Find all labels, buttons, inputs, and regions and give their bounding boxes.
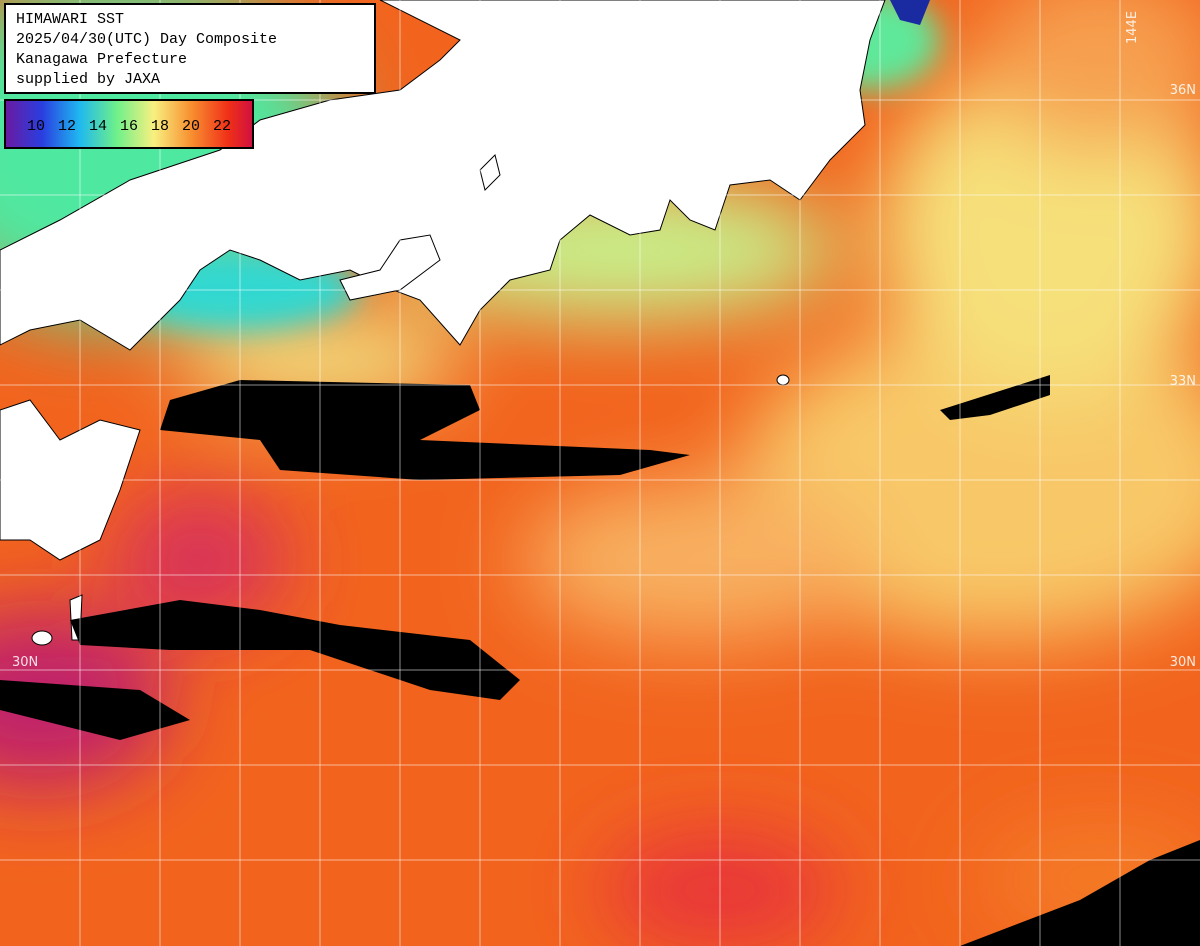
colorbar-tick-label: 20 <box>182 118 200 135</box>
colorbar-tick-label: 12 <box>58 118 76 135</box>
colorbar-tick-label: 10 <box>27 118 45 135</box>
colorbar-tick-label: 16 <box>120 118 138 135</box>
longitude-label: 144E <box>1125 11 1140 44</box>
title-line: HIMAWARI SST <box>16 11 124 28</box>
latitude-label: 30N <box>1170 655 1196 670</box>
colorbar-tick-label: 22 <box>213 118 231 135</box>
longitude-label: 126E <box>483 7 498 40</box>
colorbar-tick-label: 14 <box>89 118 107 135</box>
title-line: Kanagawa Prefecture <box>16 51 187 68</box>
info-box: HIMAWARI SST 2025/04/30(UTC) Day Composi… <box>4 3 376 94</box>
colorbar: 10 12 14 16 18 20 22 <box>4 99 254 149</box>
latitude-label: 33N <box>1170 374 1196 389</box>
colorbar-tick-label: 18 <box>151 118 169 135</box>
title-line: 2025/04/30(UTC) Day Composite <box>16 31 277 48</box>
latitude-label: 30N <box>12 655 38 670</box>
title-line: supplied by JAXA <box>16 71 160 88</box>
latitude-label: 36N <box>1170 83 1196 98</box>
